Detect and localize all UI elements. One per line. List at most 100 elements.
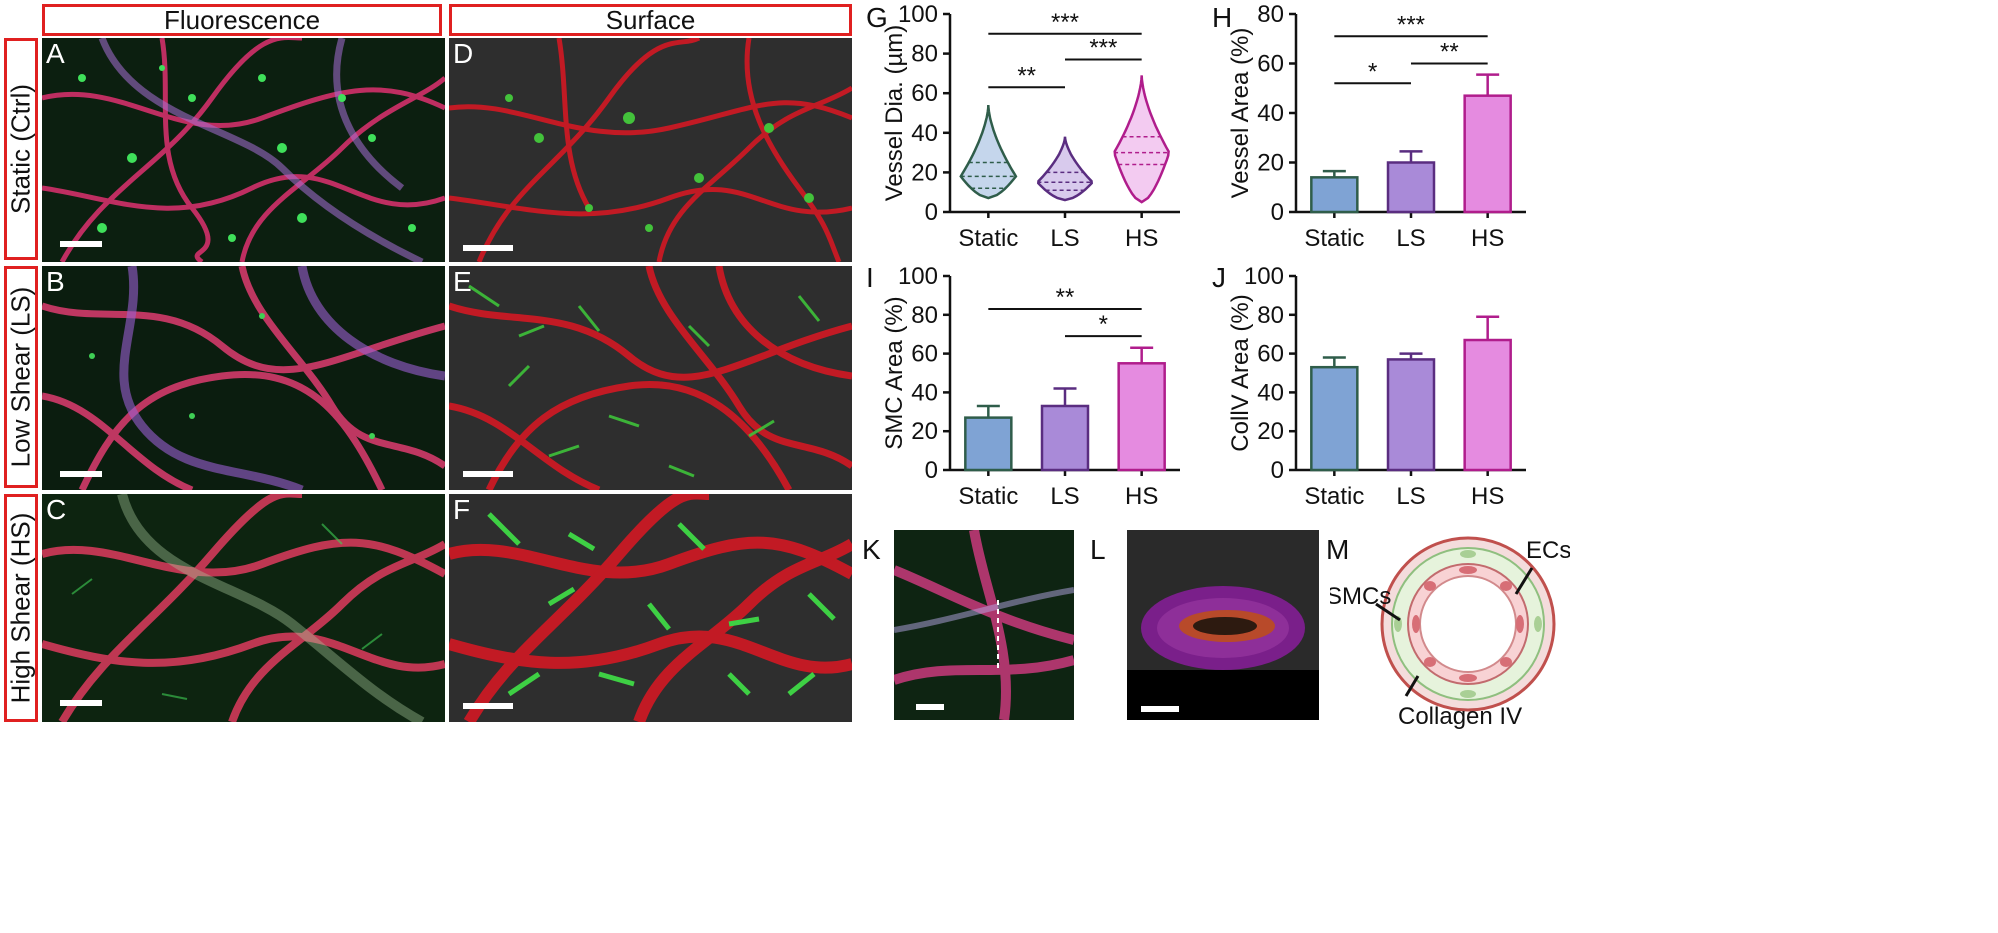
panel-k-letter: K [862,534,881,565]
bar [1040,404,1090,472]
panel-l-letter: L [1090,534,1106,565]
bar [1386,358,1436,472]
y-tick-label: 100 [1244,263,1284,290]
panel-a-image: A [42,38,445,262]
violin [1113,75,1170,204]
panel-a-scale-bar [60,241,102,247]
panel-d-letter: D [453,38,474,69]
chart-collv-area: 0 20 40 60 80 100 Static LS HS CollV Area (%) [1227,263,1526,510]
y-tick-label: 20 [1257,150,1284,177]
x-tick-label: Static [958,225,1018,252]
y-axis-label: CollV Area (%) [1227,294,1254,451]
panel-k-network [894,530,1074,720]
smcs-leader-line [1375,602,1401,622]
panel-e-scale-bar [463,471,513,477]
panel-f-image: F [449,494,852,722]
panel-l-cross-section [1127,530,1319,720]
panel-d-scale-bar [463,245,513,251]
header-fluorescence-label: Fluorescence [163,4,321,35]
ecs-leader-line [1514,567,1534,595]
panel-j-letter: J [1212,262,1226,293]
diagram-label-collagen: Collagen IV [1398,703,1522,730]
row-label-low-shear: Low Shear (LS) [4,266,38,488]
x-tick-label: Static [1304,225,1364,252]
significance-label: * [1368,58,1377,85]
panel-e-image: E [449,266,852,490]
chart-vessel-diameter: 0 20 40 60 80 100 Static LS HS Vessel Dia. (µm) **… [881,1,1180,252]
significance-label: *** [1051,9,1079,36]
x-tick-label: LS [1050,225,1079,252]
y-tick-label: 60 [1257,51,1284,78]
significance-label: *** [1089,35,1117,62]
y-tick-label: 100 [898,1,938,28]
y-axis-label: Vessel Area (%) [1227,28,1254,199]
panel-f-scale-bar [463,703,513,709]
y-tick-label: 60 [1257,341,1284,368]
significance-label: *** [1397,11,1425,38]
panel-l-image [1127,530,1319,720]
panel-h-letter: H [1212,2,1233,33]
panel-c-letter: C [46,494,67,525]
panel-b-image: B [42,266,445,490]
panel-c-scale-bar [60,700,102,706]
y-tick-label: 80 [1257,1,1284,28]
significance-label: ** [1017,62,1036,89]
y-tick-label: 0 [1271,199,1284,226]
x-tick-label: HS [1125,483,1158,510]
x-tick-label: HS [1471,483,1504,510]
header-surface-label: Surface [605,4,696,35]
panel-b-scale-bar [60,471,102,477]
y-tick-label: 80 [1257,302,1284,329]
panel-f-network [449,494,852,722]
panel-k-image [894,530,1074,720]
y-tick-label: 40 [911,120,938,147]
x-tick-label: LS [1396,483,1425,510]
bar [1310,365,1359,472]
x-tick-label: Static [958,483,1018,510]
y-tick-label: 80 [911,41,938,68]
vessel-diagram: ECs SMCs Collagen IV [1330,536,1570,730]
panel-c-image: C [42,494,445,722]
panel-b-network [42,266,445,490]
y-tick-label: 20 [911,418,938,445]
violin [1037,136,1093,202]
violin [959,105,1018,200]
x-tick-label: HS [1125,225,1158,252]
diagram-label-smcs: SMCs [1330,583,1391,610]
row-label-static: Static (Ctrl) [4,38,38,260]
row-label-static-text: Static (Ctrl) [5,84,36,214]
x-tick-label: LS [1396,225,1425,252]
panel-l-scale-bar [1141,706,1179,712]
y-tick-label: 80 [911,302,938,329]
bar [1463,338,1512,472]
panel-g-letter: G [866,2,888,33]
panel-d-image: D [449,38,852,262]
diagram-vessel-ring [1380,536,1556,712]
header-surface: Surface [449,4,852,36]
x-tick-label: HS [1471,225,1504,252]
bar [1386,161,1436,214]
bar [1463,94,1512,214]
y-tick-label: 40 [911,379,938,406]
significance-label: * [1099,311,1108,338]
significance-label: ** [1056,284,1075,311]
y-axis-label: SMC Area (%) [881,296,908,449]
bar [1117,362,1166,472]
y-tick-label: 40 [1257,379,1284,406]
panel-c-network [42,494,445,722]
row-label-high-shear-text: High Shear (HS) [5,512,36,704]
panel-m-letter: M [1326,534,1350,565]
panel-k-scale-bar [916,704,944,710]
bar [964,416,1013,472]
row-label-low-shear-text: Low Shear (LS) [5,286,36,468]
bar [1310,176,1359,214]
diagram-label-ecs: ECs [1526,537,1570,564]
panel-f-letter: F [453,494,471,525]
panel-e-network [449,266,852,490]
y-tick-label: 60 [911,341,938,368]
panel-a-letter: A [46,38,65,69]
y-tick-label: 20 [911,159,938,186]
panel-i-letter: I [866,262,874,293]
